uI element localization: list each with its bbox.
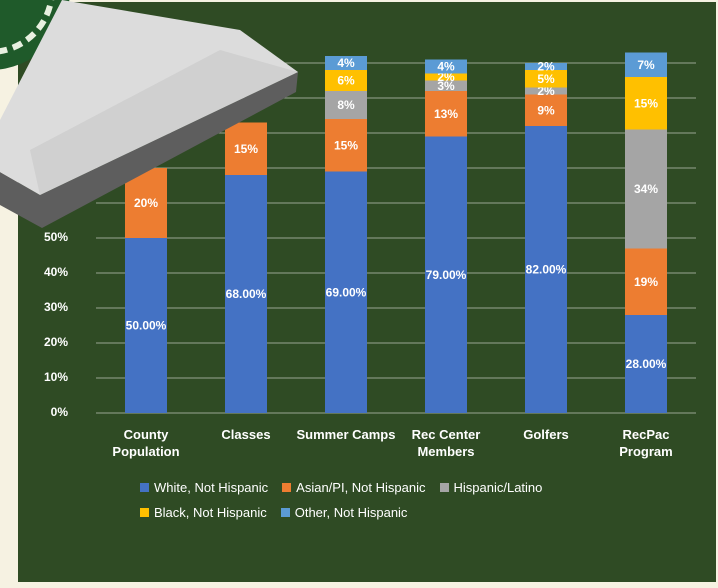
data-label: 20%: [134, 196, 158, 210]
legend-swatch: [140, 508, 149, 517]
data-label: 2%: [537, 84, 555, 98]
legend-swatch: [280, 508, 290, 517]
bar-segment: [625, 52, 667, 77]
y-tick-label: 20%: [44, 335, 68, 349]
legend-label: Asian/PI, Not Hispanic: [296, 480, 426, 495]
x-tick-label: Summer Camps: [296, 427, 396, 442]
bar-segment: [525, 126, 567, 413]
legend: White, Not Hispanic Asian/PI, Not Hispani…: [140, 480, 590, 520]
data-label: 15%: [634, 96, 658, 110]
data-label: 15%: [334, 138, 358, 152]
data-label: 50.00%: [126, 319, 167, 333]
bar-segment: [625, 248, 667, 315]
legend-swatch: [140, 483, 149, 492]
data-label: 13%: [434, 107, 458, 121]
x-tick-label: Rec Center Members: [411, 427, 481, 459]
bar-segment: [525, 87, 567, 95]
data-label: 19%: [634, 275, 658, 289]
y-tick-label: 50%: [44, 230, 68, 244]
bar-segment: [525, 63, 567, 70]
legend-item: White, Not Hispanic: [140, 480, 268, 495]
legend-label: Black, Not Hispanic: [154, 505, 267, 520]
legend-item: Other, Not Hispanic: [280, 505, 408, 520]
bar-segment: [225, 122, 267, 175]
y-tick-label: 10%: [44, 370, 68, 384]
bar-segment: [525, 94, 567, 126]
data-label: 79.00%: [426, 268, 467, 282]
y-tick-label: 30%: [44, 300, 68, 314]
data-label: 4%: [437, 60, 455, 74]
data-label: 34%: [634, 182, 658, 196]
data-label: 7%: [637, 58, 655, 72]
data-label: 28.00%: [626, 357, 667, 371]
data-label: 15%: [234, 142, 258, 156]
bar-segment: [425, 73, 467, 81]
legend-item: Asian/PI, Not Hispanic: [282, 480, 426, 495]
data-label: 5%: [537, 72, 555, 86]
x-tick-label: RecPac Program: [619, 427, 673, 459]
bar-segment: [325, 119, 367, 172]
y-tick-label: 40%: [44, 265, 68, 279]
data-label: 8%: [337, 98, 355, 112]
slab-shade: [30, 50, 298, 195]
legend-label: Hispanic/Latino: [453, 480, 543, 495]
legend-item: Black, Not Hispanic: [140, 505, 267, 520]
legend-swatch: [282, 483, 292, 492]
y-tick-label: 0%: [51, 405, 69, 419]
bar-segment: [225, 175, 267, 413]
data-label: 82.00%: [526, 263, 567, 277]
data-label: 3%: [437, 79, 455, 93]
x-tick-label: County Population: [112, 427, 180, 459]
data-label: 69.00%: [326, 285, 367, 299]
bar-segment: [625, 315, 667, 413]
x-tick-label: Golfers: [523, 427, 569, 442]
data-label: 68.00%: [226, 287, 267, 301]
bar-segment: [325, 171, 367, 413]
bar-segment: [425, 91, 467, 137]
bar-segment: [525, 70, 567, 88]
bar-segment: [625, 77, 667, 130]
bar-segment: [325, 91, 367, 119]
bar-segment: [325, 56, 367, 70]
data-label: 2%: [537, 60, 555, 74]
bar-segment: [625, 129, 667, 249]
bar-segment: [325, 70, 367, 91]
bar-segment: [125, 238, 167, 413]
data-label: 6%: [337, 74, 355, 88]
legend-swatch: [439, 483, 449, 492]
legend-label: White, Not Hispanic: [154, 480, 269, 495]
x-tick-label: Classes: [221, 427, 271, 442]
data-label: 4%: [337, 56, 355, 70]
legend-label: Other, Not Hispanic: [294, 505, 408, 520]
data-label: 9%: [537, 103, 555, 117]
slab-side: [0, 72, 298, 228]
bar-segment: [425, 59, 467, 74]
data-label: 2%: [437, 70, 455, 84]
bar-segment: [425, 80, 467, 91]
legend-item: Hispanic/Latino: [439, 480, 543, 495]
bar-segment: [425, 136, 467, 413]
